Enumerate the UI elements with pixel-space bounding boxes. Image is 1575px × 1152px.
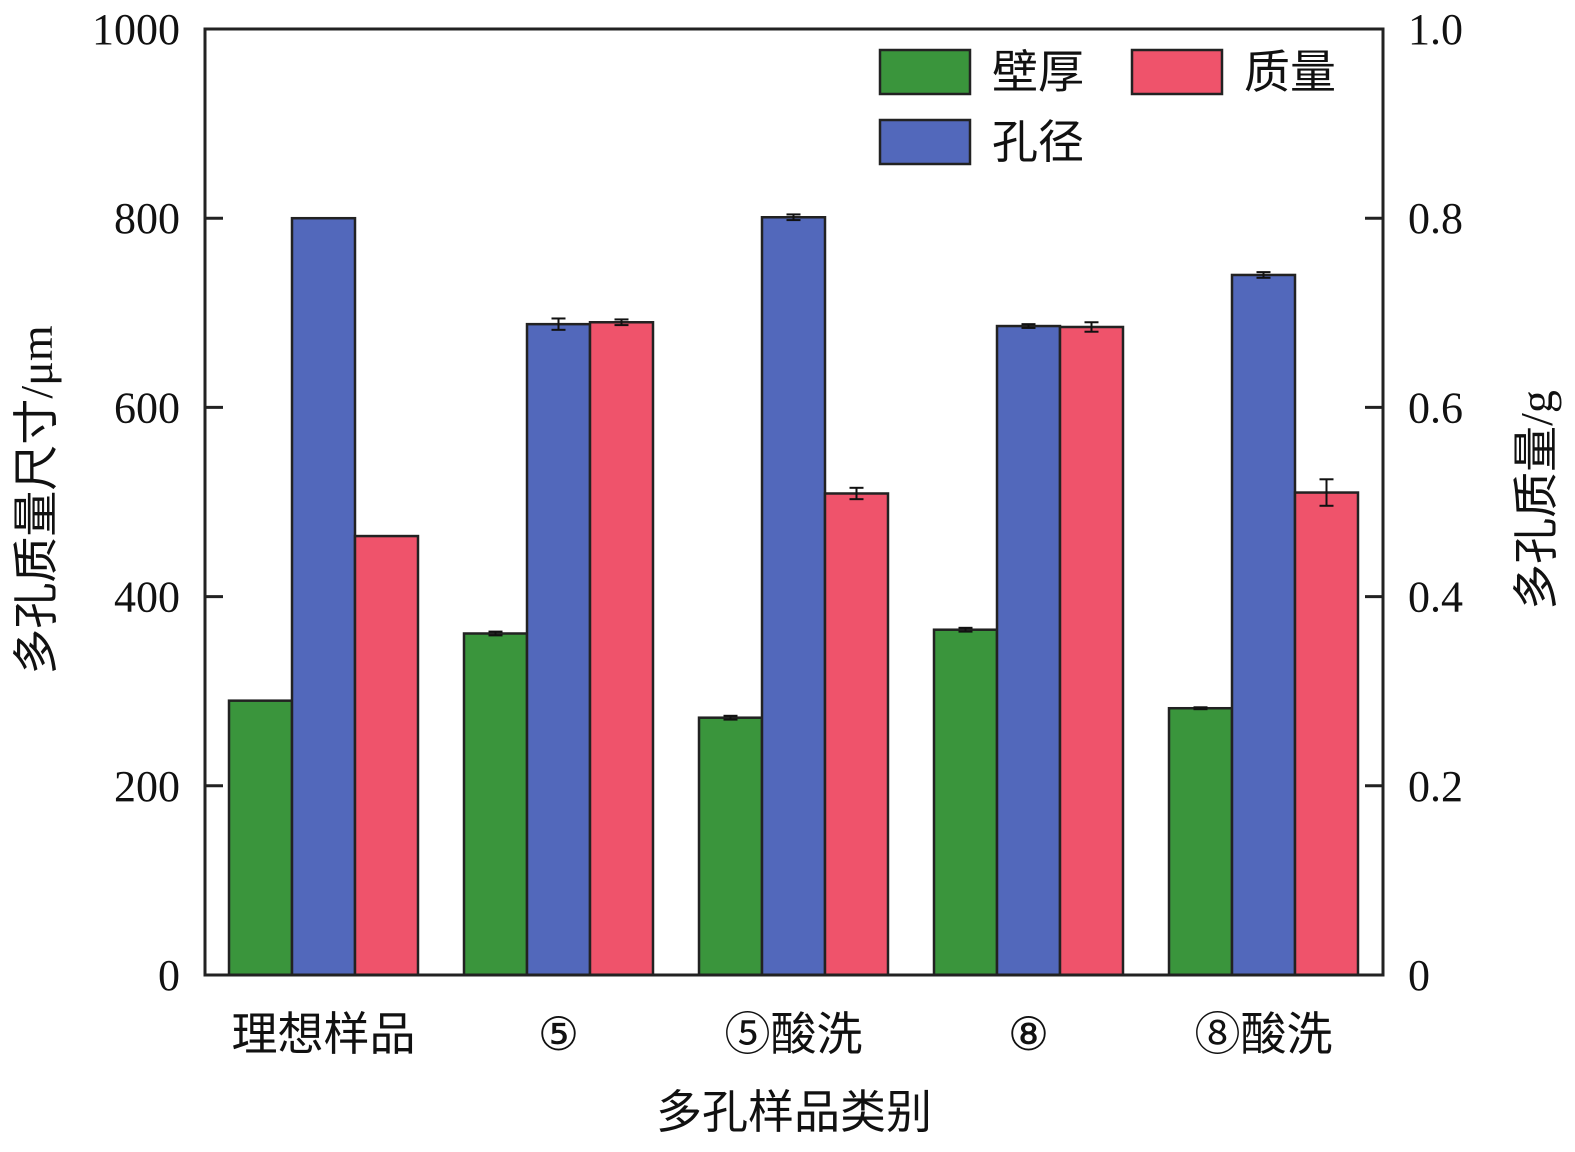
bar-质量 <box>588 321 655 977</box>
bar-壁厚 <box>932 628 999 977</box>
bar-壁厚 <box>697 716 764 977</box>
bar-孔径 <box>760 216 827 977</box>
bar-壁厚 <box>1167 706 1234 977</box>
legend-swatch-壁厚 <box>878 48 972 96</box>
bar-质量 <box>823 492 890 977</box>
bar-壁厚 <box>227 699 294 977</box>
x-tick-label: ⑧ <box>1008 1009 1049 1060</box>
y-tick-label-left: 0 <box>158 951 180 1000</box>
x-axis-title: 多孔样品类别 <box>656 1087 932 1138</box>
bar-质量 <box>1293 491 1360 977</box>
y-tick-label-right: 0.8 <box>1408 194 1463 243</box>
y-tick-label-right: 0.2 <box>1408 762 1463 811</box>
y-tick-label-right: 0.6 <box>1408 383 1463 432</box>
bar-孔径 <box>290 216 357 977</box>
bars-layer <box>227 213 1360 977</box>
y-tick-label-left: 600 <box>114 383 180 432</box>
bar-孔径 <box>525 322 592 977</box>
x-tick-label: ⑧酸洗 <box>1195 1009 1333 1060</box>
y-axis-title-left: 多孔质量尺寸/μm <box>11 325 62 674</box>
y-axis-title-right: 多孔质量/g <box>1511 390 1562 610</box>
legend-swatch-孔径 <box>878 118 972 166</box>
bar-孔径 <box>1230 273 1297 977</box>
bar-质量 <box>1058 325 1125 977</box>
legend-label: 壁厚 <box>992 47 1084 98</box>
x-tick-label: ⑤ <box>538 1009 579 1060</box>
y-tick-label-right: 0 <box>1408 951 1430 1000</box>
y-tick-label-left: 800 <box>114 194 180 243</box>
bar-孔径 <box>995 324 1062 977</box>
legend-label: 孔径 <box>992 117 1084 168</box>
legend-swatch-质量 <box>1130 48 1224 96</box>
axes-layer: 0 200 400 600 800 1000 0 0.2 0.4 0.6 0.8 1.0 理想样品 ⑤ ⑤酸… <box>92 5 1463 1060</box>
bar-质量 <box>353 534 420 977</box>
y-tick-label-left: 200 <box>114 762 180 811</box>
y-tick-label-left: 400 <box>114 573 180 622</box>
y-tick-label-right: 1.0 <box>1408 5 1463 54</box>
legend-label: 质量 <box>1244 47 1336 98</box>
x-tick-label: 理想样品 <box>232 1009 416 1060</box>
y-tick-label-right: 0.4 <box>1408 573 1463 622</box>
plot-frame <box>203 27 1385 977</box>
y-tick-label-left: 1000 <box>92 5 180 54</box>
bar-壁厚 <box>462 632 529 977</box>
x-tick-label: ⑤酸洗 <box>725 1009 863 1060</box>
